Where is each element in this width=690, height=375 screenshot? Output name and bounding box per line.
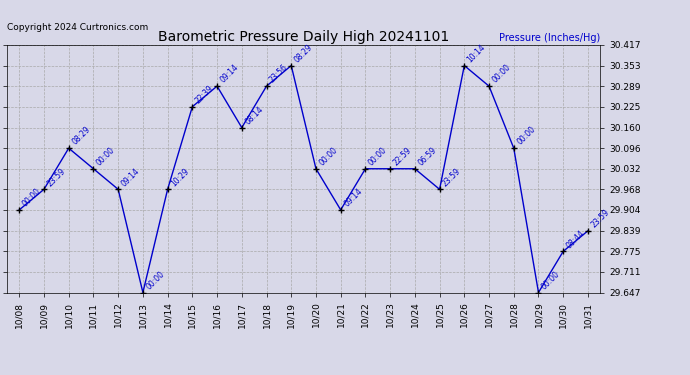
Text: 09:14: 09:14 [342,187,364,209]
Text: 00:00: 00:00 [491,63,513,85]
Text: 09:14: 09:14 [119,166,141,188]
Text: Copyright 2024 Curtronics.com: Copyright 2024 Curtronics.com [7,22,148,32]
Text: 22:39: 22:39 [194,84,215,105]
Text: 06:59: 06:59 [416,146,438,167]
Text: 00:00: 00:00 [540,269,562,291]
Text: 22:59: 22:59 [391,146,413,167]
Text: 08:29: 08:29 [70,125,92,147]
Text: 00:00: 00:00 [367,146,388,167]
Text: Pressure (Inches/Hg): Pressure (Inches/Hg) [499,33,600,42]
Text: 08:14: 08:14 [243,105,265,126]
Text: 00:00: 00:00 [515,125,537,147]
Text: 08:44: 08:44 [564,228,586,250]
Text: 10:29: 10:29 [169,166,190,188]
Text: 00:00: 00:00 [144,269,166,291]
Text: 23:56: 23:56 [268,63,290,85]
Text: 23:59: 23:59 [589,208,611,230]
Text: 00:00: 00:00 [95,146,117,167]
Text: 00:00: 00:00 [317,146,339,167]
Text: 23:59: 23:59 [441,166,463,188]
Text: 10:14: 10:14 [466,42,487,64]
Text: 00:00: 00:00 [21,187,43,209]
Text: 09:14: 09:14 [219,63,240,85]
Text: 08:29: 08:29 [293,42,315,64]
Text: 23:59: 23:59 [46,166,67,188]
Title: Barometric Pressure Daily High 20241101: Barometric Pressure Daily High 20241101 [158,30,449,44]
